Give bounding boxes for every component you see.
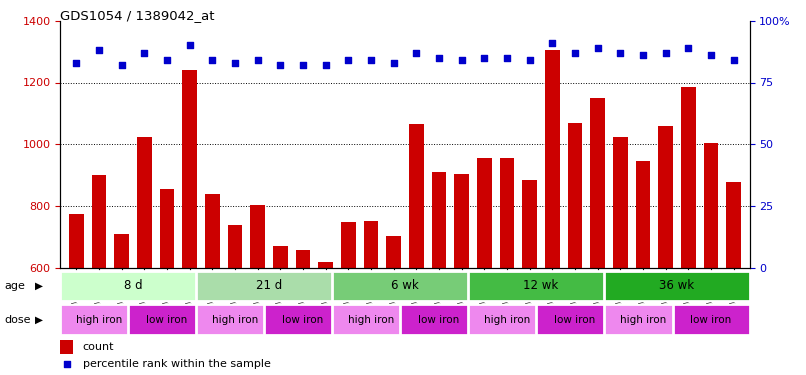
Bar [128,304,206,335]
Point [568,50,581,56]
Point [206,57,218,63]
Bar [197,304,273,335]
Point [60,361,73,367]
Text: GDS1054 / 1389042_at: GDS1054 / 1389042_at [60,9,215,22]
Point [160,57,173,63]
Bar [60,271,206,301]
Text: high iron: high iron [212,315,258,325]
Point [727,57,740,63]
Text: 12 wk: 12 wk [523,279,559,292]
Text: age: age [4,281,25,291]
Bar [604,271,750,301]
Bar [455,174,469,268]
Point [93,47,106,53]
Bar [401,304,477,335]
Bar [205,194,220,268]
Point [319,62,332,68]
Point [70,60,83,66]
Point [455,57,468,63]
Point [659,50,672,56]
Text: 21 d: 21 d [256,279,282,292]
Bar [537,304,613,335]
Bar [332,271,477,301]
Text: low iron: low iron [282,315,324,325]
Point [704,52,717,58]
Point [592,45,604,51]
Bar [636,161,650,268]
Bar [318,262,333,268]
Point [410,50,423,56]
Text: 8 d: 8 d [123,279,143,292]
Bar [114,234,129,268]
Bar [500,158,514,268]
Bar [197,271,342,301]
Bar [409,124,424,268]
Bar [92,176,106,268]
Bar [704,143,718,268]
Point [115,62,128,68]
Bar [227,225,243,268]
Bar [364,221,378,268]
Bar [672,304,750,335]
Bar [251,206,265,268]
Bar [69,214,84,268]
Text: low iron: low iron [147,315,188,325]
Bar [273,246,288,268]
Text: high iron: high iron [620,315,667,325]
Point [364,57,377,63]
Point [501,55,513,61]
Text: low iron: low iron [691,315,732,325]
Text: high iron: high iron [484,315,530,325]
Bar [332,304,409,335]
Text: low iron: low iron [418,315,459,325]
Bar [726,182,741,268]
Bar [264,304,342,335]
Bar [137,136,152,268]
Bar [681,87,696,268]
Point [251,57,264,63]
Point [183,42,196,48]
Bar [182,70,197,268]
Text: high iron: high iron [76,315,123,325]
Bar [386,236,401,268]
Bar [522,180,537,268]
Bar [468,304,546,335]
Bar [659,126,673,268]
Bar [613,136,628,268]
Text: percentile rank within the sample: percentile rank within the sample [82,359,270,369]
Bar [545,50,559,268]
Point [478,55,491,61]
Point [274,62,287,68]
Point [342,57,355,63]
Text: 36 wk: 36 wk [659,279,695,292]
Point [433,55,446,61]
Point [637,52,650,58]
Point [138,50,151,56]
Bar [477,158,492,268]
Point [682,45,695,51]
Point [614,50,627,56]
Text: count: count [82,342,114,352]
Text: dose: dose [4,315,31,325]
Point [229,60,242,66]
Text: 6 wk: 6 wk [391,279,419,292]
Point [387,60,400,66]
Bar [60,304,138,335]
Bar [296,250,310,268]
Point [297,62,310,68]
Point [546,40,559,46]
Text: ▶: ▶ [35,281,43,291]
Bar [468,271,613,301]
Text: low iron: low iron [555,315,596,325]
Bar [567,123,583,268]
Text: ▶: ▶ [35,315,43,325]
Bar [432,172,447,268]
Bar [341,222,355,268]
Text: high iron: high iron [348,315,394,325]
Bar [590,98,605,268]
Bar [60,339,73,354]
Point [523,57,536,63]
Bar [604,304,682,335]
Bar [160,189,174,268]
